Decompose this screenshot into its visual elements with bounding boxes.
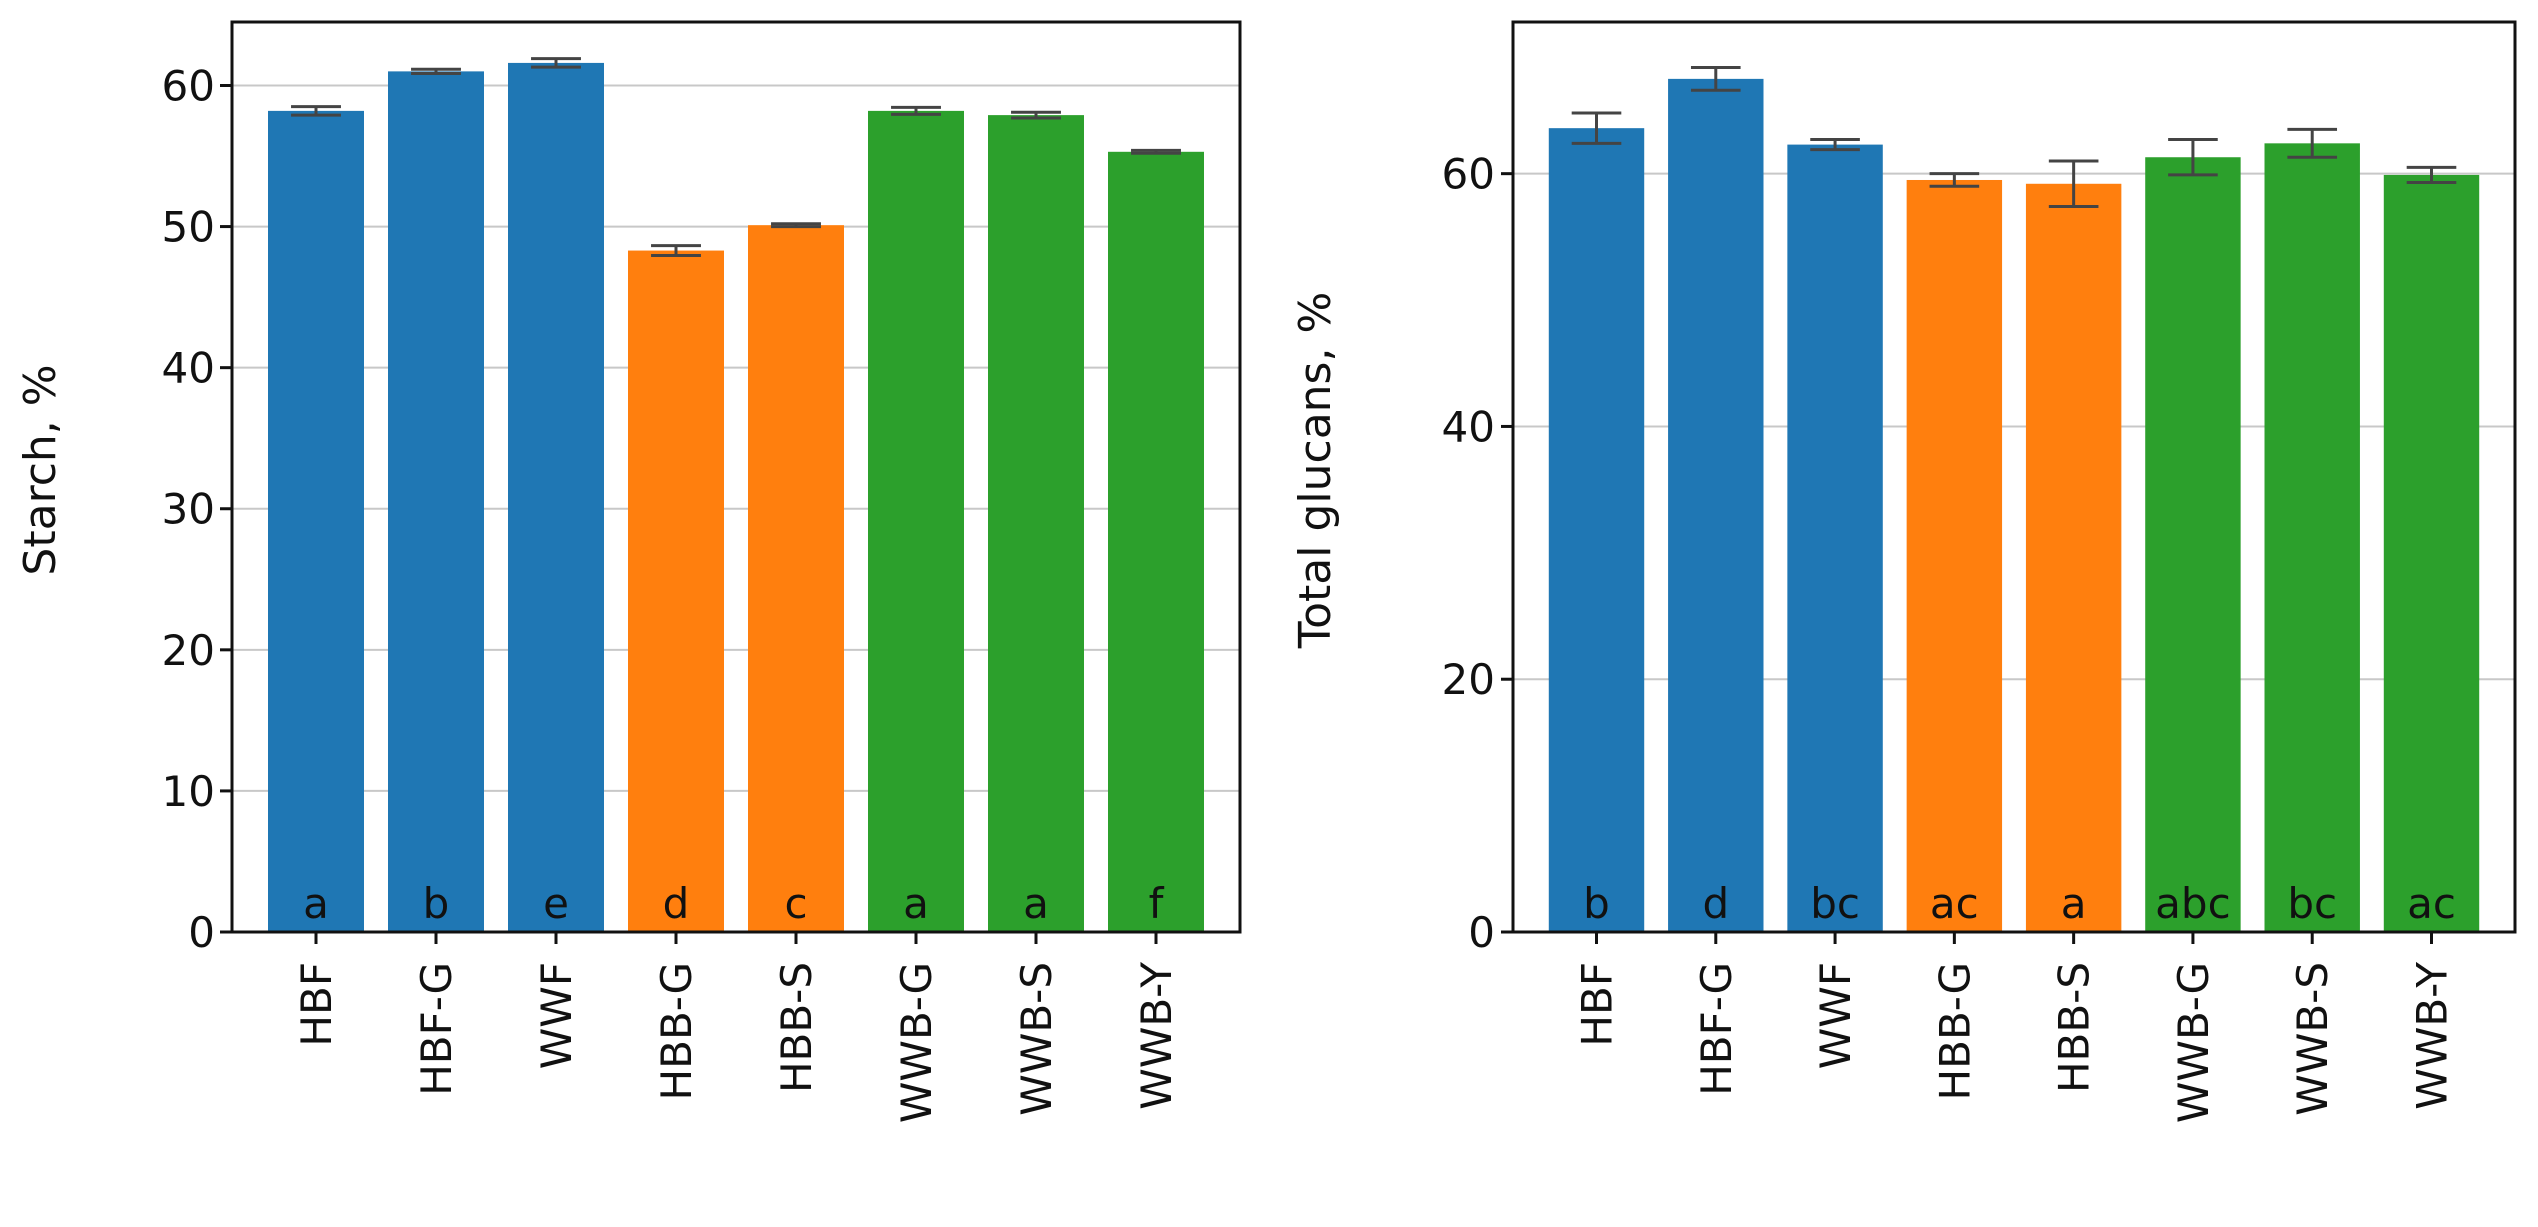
significance-letter: bc [1810,879,1860,928]
x-tick-label: HBF [1573,962,1622,1047]
bar-hbb-g [628,250,724,933]
y-tick-label: 60 [162,61,215,110]
bar-hbf-g [388,71,484,933]
x-tick-label: WWB-S [2288,962,2337,1116]
bar-hbf [1548,128,1645,932]
x-tick-label: HBB-G [1930,962,1979,1100]
bar-hbb-s [2025,183,2122,932]
bar-hbf [268,110,364,932]
significance-letter: b [1583,879,1610,928]
bar-wwb-g [2145,157,2241,933]
x-tick-label: HBB-G [652,962,701,1100]
y-tick-label: 0 [1468,908,1495,957]
significance-letter: a [303,879,329,928]
y-tick-label: 60 [1442,150,1495,199]
x-tick-label: HBB-S [772,962,821,1093]
significance-letter: d [663,879,690,928]
bar-hbb-g [1906,179,2003,933]
significance-letter: abc [2155,879,2231,928]
significance-letter: d [1702,879,1729,928]
plot-frame [1511,20,2517,934]
x-tick-label: HBF-G [412,962,461,1096]
bar-hbf-g [1668,78,1764,932]
significance-letter: b [423,879,450,928]
x-tick-label: WWB-Y [1132,962,1181,1110]
y-tick-label: 50 [162,203,215,252]
y-axis-label: Starch, % [15,364,66,575]
y-tick-label: 20 [1442,655,1495,704]
x-tick-label: HBB-S [2050,962,2099,1093]
significance-letter: f [1149,879,1165,928]
significance-letter: ac [2407,879,2456,928]
significance-letter: e [543,879,569,928]
bar-wwf [1787,144,1883,932]
y-tick-label: 30 [162,485,215,534]
x-tick-label: WWB-G [892,962,941,1123]
x-tick-label: WWB-G [2169,962,2218,1123]
y-tick-label: 0 [188,908,215,957]
significance-letter: ac [1930,879,1979,928]
x-tick-label: WWB-S [1012,962,1061,1116]
total-glucans-chart: b d bc ac a abc bc ac 0 20 40 60 HBF HBF-G WWF HBB-G HBB… [1290,20,2517,1123]
y-tick-label: 20 [162,626,215,675]
bar-wwb-g [868,110,964,932]
significance-letter: a [2061,879,2087,928]
x-tick-label: HBF-G [1692,962,1741,1096]
y-tick-label: 40 [162,344,215,393]
bar-wwb-s [2264,143,2360,933]
x-tick-label: WWF [1811,962,1860,1069]
bar-wwb-y [2383,174,2480,933]
bar-hbb-s [748,225,844,933]
x-tick-label: WWF [532,962,581,1069]
bar-wwb-s [988,115,1084,933]
significance-letter: c [784,879,807,928]
bar-wwf [508,62,604,932]
plot-frame [230,20,1242,934]
significance-letter: a [903,879,929,928]
starch-chart: a b e d c a a f 0 10 20 30 40 50 60 HBF HBF-G WWF HBB-G HBB… [15,20,1242,1123]
significance-letter: a [1023,879,1049,928]
bar-wwb-y [1108,151,1204,932]
y-tick-label: 10 [162,767,215,816]
significance-letter: bc [2287,879,2337,928]
x-tick-label: WWB-Y [2408,962,2457,1110]
y-axis-label: Total glucans, % [1290,292,1341,650]
y-tick-label: 40 [1442,402,1495,451]
x-tick-label: HBF [292,962,341,1047]
